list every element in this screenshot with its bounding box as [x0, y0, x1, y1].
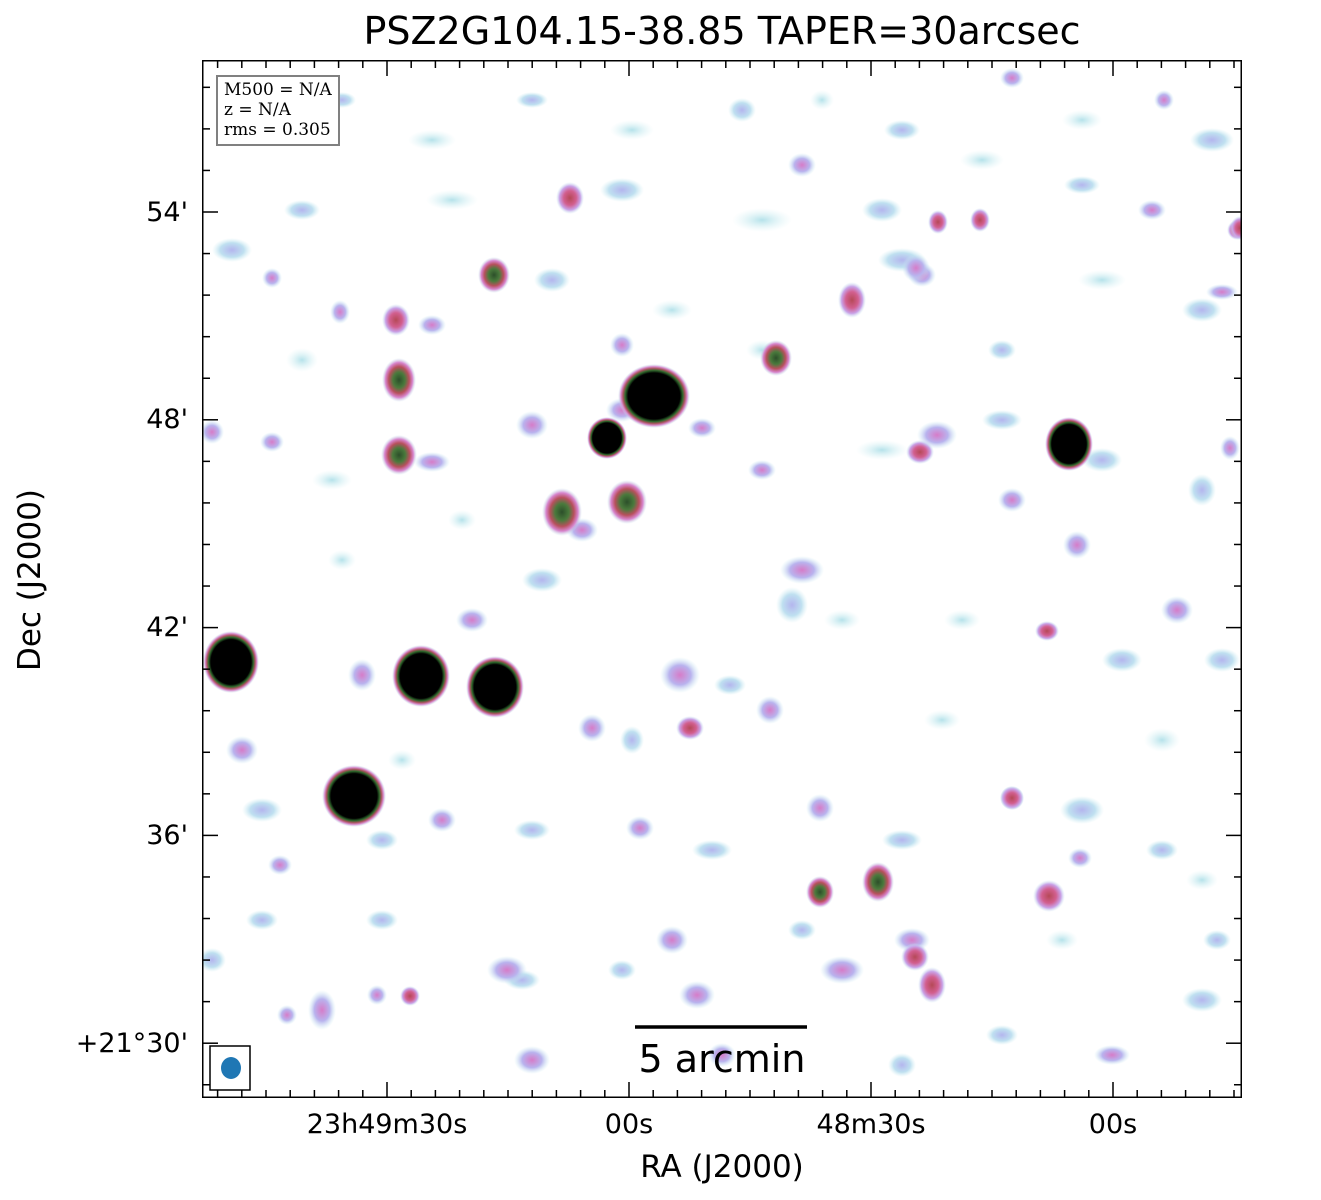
beam-ellipse — [221, 1057, 241, 1079]
x-tick-label: 00s — [604, 1109, 654, 1140]
bright-sources — [203, 364, 1093, 827]
x-tick-label: 00s — [1088, 1109, 1138, 1140]
y-tick-label: 36' — [146, 820, 188, 851]
y-tick-label: 54' — [146, 197, 188, 228]
x-axis-title: RA (J2000) — [640, 1149, 804, 1185]
beam-box — [209, 1045, 251, 1091]
y-tick-label: +21°30' — [75, 1028, 188, 1059]
noise-layer — [202, 68, 1242, 1077]
radio-map — [202, 60, 1242, 1098]
info-box: M500 = N/A z = N/A rms = 0.305 — [216, 75, 340, 146]
faint-sources — [381, 182, 1242, 971]
mass-label: M500 = N/A — [224, 80, 332, 100]
rms-label: rms = 0.305 — [224, 120, 331, 140]
y-tick-label: 48' — [146, 404, 188, 435]
x-tick-label: 48m30s — [816, 1109, 926, 1140]
scale-bar-label: 5 arcmin — [638, 1037, 806, 1081]
tick-marks — [202, 60, 1242, 1098]
plot-frame — [202, 60, 1242, 1098]
redshift-label: z = N/A — [224, 100, 291, 120]
image-title: PSZ2G104.15-38.85 TAPER=30arcsec — [363, 9, 1081, 53]
x-tick-label: 23h49m30s — [306, 1109, 468, 1140]
y-axis-title: Dec (J2000) — [12, 488, 48, 672]
y-tick-label: 42' — [146, 612, 188, 643]
radio-map-canvas — [202, 60, 1242, 1098]
